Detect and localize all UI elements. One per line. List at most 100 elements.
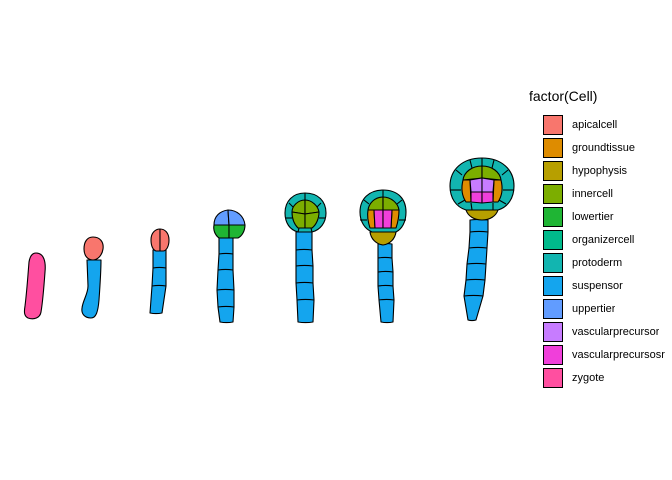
legend: factor(Cell) apicalcell groundtissue hypop… xyxy=(529,88,672,389)
stage-two-cell xyxy=(149,228,170,315)
legend-item-vascularprecursosr: vascularprecursosr xyxy=(529,343,672,366)
stage-octant xyxy=(213,209,246,324)
stage-globular xyxy=(449,157,515,322)
groundtissue-cell xyxy=(367,209,376,229)
groundtissue-cell xyxy=(390,209,400,229)
cell-wall xyxy=(469,159,473,169)
cell-wall xyxy=(363,199,370,205)
legend-label: suspensor xyxy=(572,279,623,292)
legend-swatch xyxy=(543,160,563,181)
suspensor-cell xyxy=(149,284,167,315)
cell-wall xyxy=(501,169,509,176)
stage-one-cell xyxy=(81,236,104,319)
suspensor-cell xyxy=(378,298,395,324)
suspensor-cell xyxy=(295,264,314,285)
suspensor-cell xyxy=(151,266,167,288)
suspensor-cell xyxy=(152,248,167,270)
vascular-precursor-cell xyxy=(469,177,483,193)
suspensor-cell xyxy=(463,294,484,322)
suspensor-cell xyxy=(468,230,489,250)
legend-item-organizercell: organizercell xyxy=(529,228,672,251)
lowertier-cell-left xyxy=(213,224,230,239)
legend-label: organizercell xyxy=(572,233,635,246)
cell-wall xyxy=(470,202,473,211)
legend-label: vascularprecursosr xyxy=(572,348,665,361)
suspensor-cell xyxy=(216,288,235,309)
suspensor-cell xyxy=(217,305,235,324)
suspensor-cell xyxy=(218,236,234,256)
legend-label: uppertier xyxy=(572,302,616,315)
vascular-precursor-cell xyxy=(481,177,495,193)
legend-label: innercell xyxy=(572,187,613,200)
legend-swatch xyxy=(543,206,563,227)
stage-dermatogen xyxy=(284,192,327,324)
suspensor-cell xyxy=(296,298,315,324)
apical-cell xyxy=(83,236,104,261)
legend-label: apicalcell xyxy=(572,118,618,131)
groundtissue-cell xyxy=(492,179,503,203)
suspensor-cell xyxy=(217,252,234,272)
vascular-precursor-cell xyxy=(373,209,384,229)
cell-wall xyxy=(316,202,322,208)
suspensor-cell xyxy=(377,270,394,288)
apical-cell-left xyxy=(150,228,161,252)
suspensor-cell xyxy=(463,278,486,298)
legend-swatch xyxy=(543,321,563,342)
innercell xyxy=(304,211,320,229)
suspensor-cell xyxy=(469,218,489,234)
legend-item-lowertier: lowertier xyxy=(529,205,672,228)
legend-swatch xyxy=(543,275,563,296)
vascular-precursor-cell xyxy=(382,209,393,229)
legend-label: protoderm xyxy=(572,256,623,269)
lowertier-cell-right xyxy=(228,224,246,239)
hypophysis-cell xyxy=(465,209,499,221)
legend-item-hypophysis: hypophysis xyxy=(529,159,672,182)
suspensor-cell xyxy=(466,246,488,266)
suspensor-cell xyxy=(216,268,235,292)
legend-item-protoderm: protoderm xyxy=(529,251,672,274)
legend-item-groundtissue: groundtissue xyxy=(529,136,672,159)
suspensor-cell xyxy=(465,262,487,282)
legend-swatch xyxy=(543,114,563,135)
legend-swatch xyxy=(543,252,563,273)
suspensor-cell xyxy=(377,256,394,274)
stage-zygote xyxy=(23,252,46,320)
legend-swatch xyxy=(543,344,563,365)
legend-swatch xyxy=(543,367,563,388)
legend-item-innercell: innercell xyxy=(529,182,672,205)
stage-early-globular xyxy=(359,189,407,324)
legend-item-zygote: zygote xyxy=(529,366,672,389)
cell-wall xyxy=(498,199,507,205)
legend-items: apicalcell groundtissue hypophysis innercel… xyxy=(529,113,672,389)
legend-item-uppertier: uppertier xyxy=(529,297,672,320)
legend-label: groundtissue xyxy=(572,141,635,154)
legend-label: hypophysis xyxy=(572,164,628,177)
suspensor-cell xyxy=(377,242,393,260)
vascular-precursor-cell xyxy=(470,191,483,204)
cell-wall xyxy=(297,227,300,233)
suspensor-cell xyxy=(295,230,313,252)
legend-label: vascularprecursor xyxy=(572,325,660,338)
suspensor-cell xyxy=(295,248,314,268)
vascular-precursor-cell xyxy=(481,191,494,204)
legend-label: lowertier xyxy=(572,210,614,223)
legend-item-apicalcell: apicalcell xyxy=(529,113,672,136)
legend-swatch xyxy=(543,137,563,158)
groundtissue-cell xyxy=(461,179,472,203)
suspensor-cell xyxy=(81,259,102,319)
legend-swatch xyxy=(543,183,563,204)
suspensor-cell xyxy=(377,284,395,302)
cell-wall xyxy=(491,159,495,169)
legend-label: zygote xyxy=(572,371,605,384)
legend-item-vascularprecursor: vascularprecursor xyxy=(529,320,672,343)
legend-swatch xyxy=(543,229,563,250)
cell-wall xyxy=(310,227,313,233)
legend-item-suspensor: suspensor xyxy=(529,274,672,297)
suspensor-cell xyxy=(295,281,315,302)
legend-title: factor(Cell) xyxy=(529,88,598,104)
zygote-cell xyxy=(23,252,46,320)
apical-cell-right xyxy=(159,228,170,252)
cell-wall xyxy=(288,202,294,208)
innercell xyxy=(291,211,306,229)
